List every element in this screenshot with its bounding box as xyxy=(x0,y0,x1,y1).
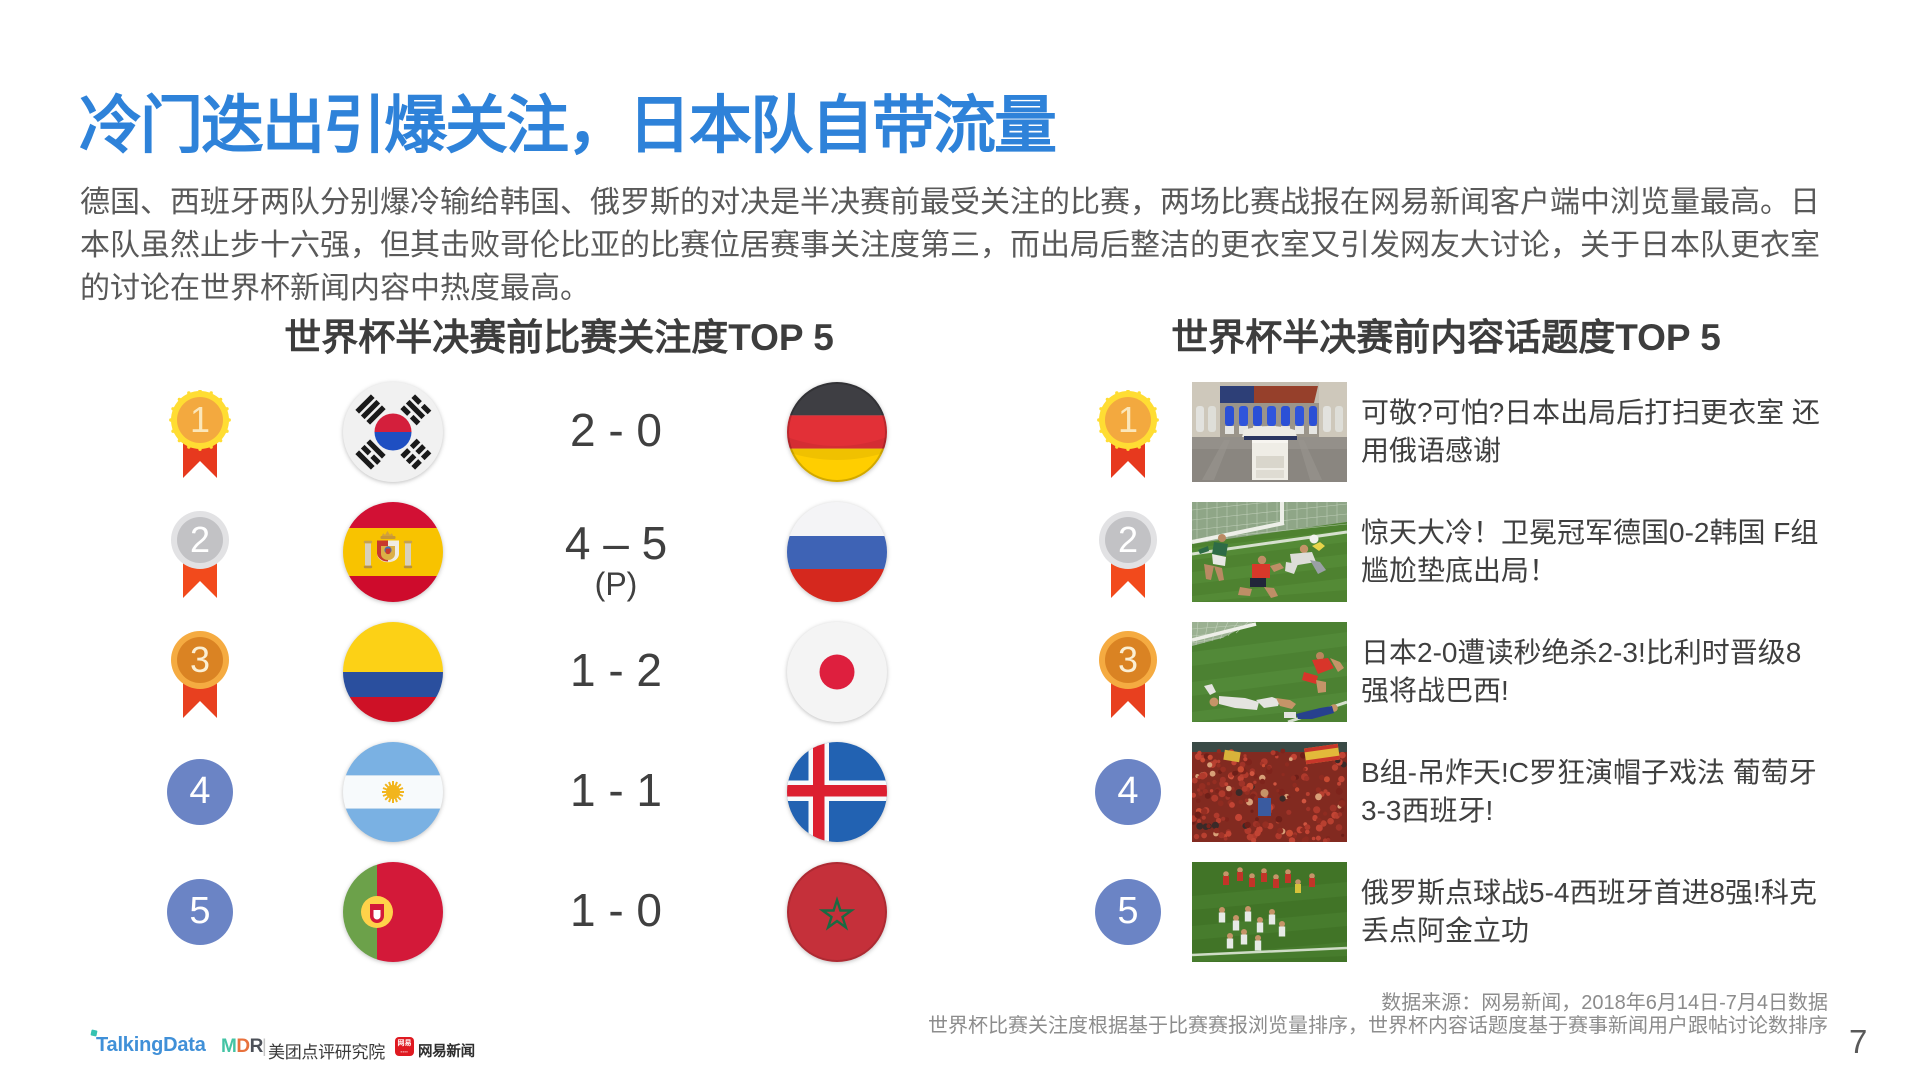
svg-text:3: 3 xyxy=(1118,639,1138,680)
svg-text:1: 1 xyxy=(1118,399,1138,440)
svg-text:2: 2 xyxy=(1118,519,1138,560)
svg-text:2: 2 xyxy=(190,519,210,560)
svg-text:3: 3 xyxy=(190,639,210,680)
svg-text:1: 1 xyxy=(190,399,210,440)
